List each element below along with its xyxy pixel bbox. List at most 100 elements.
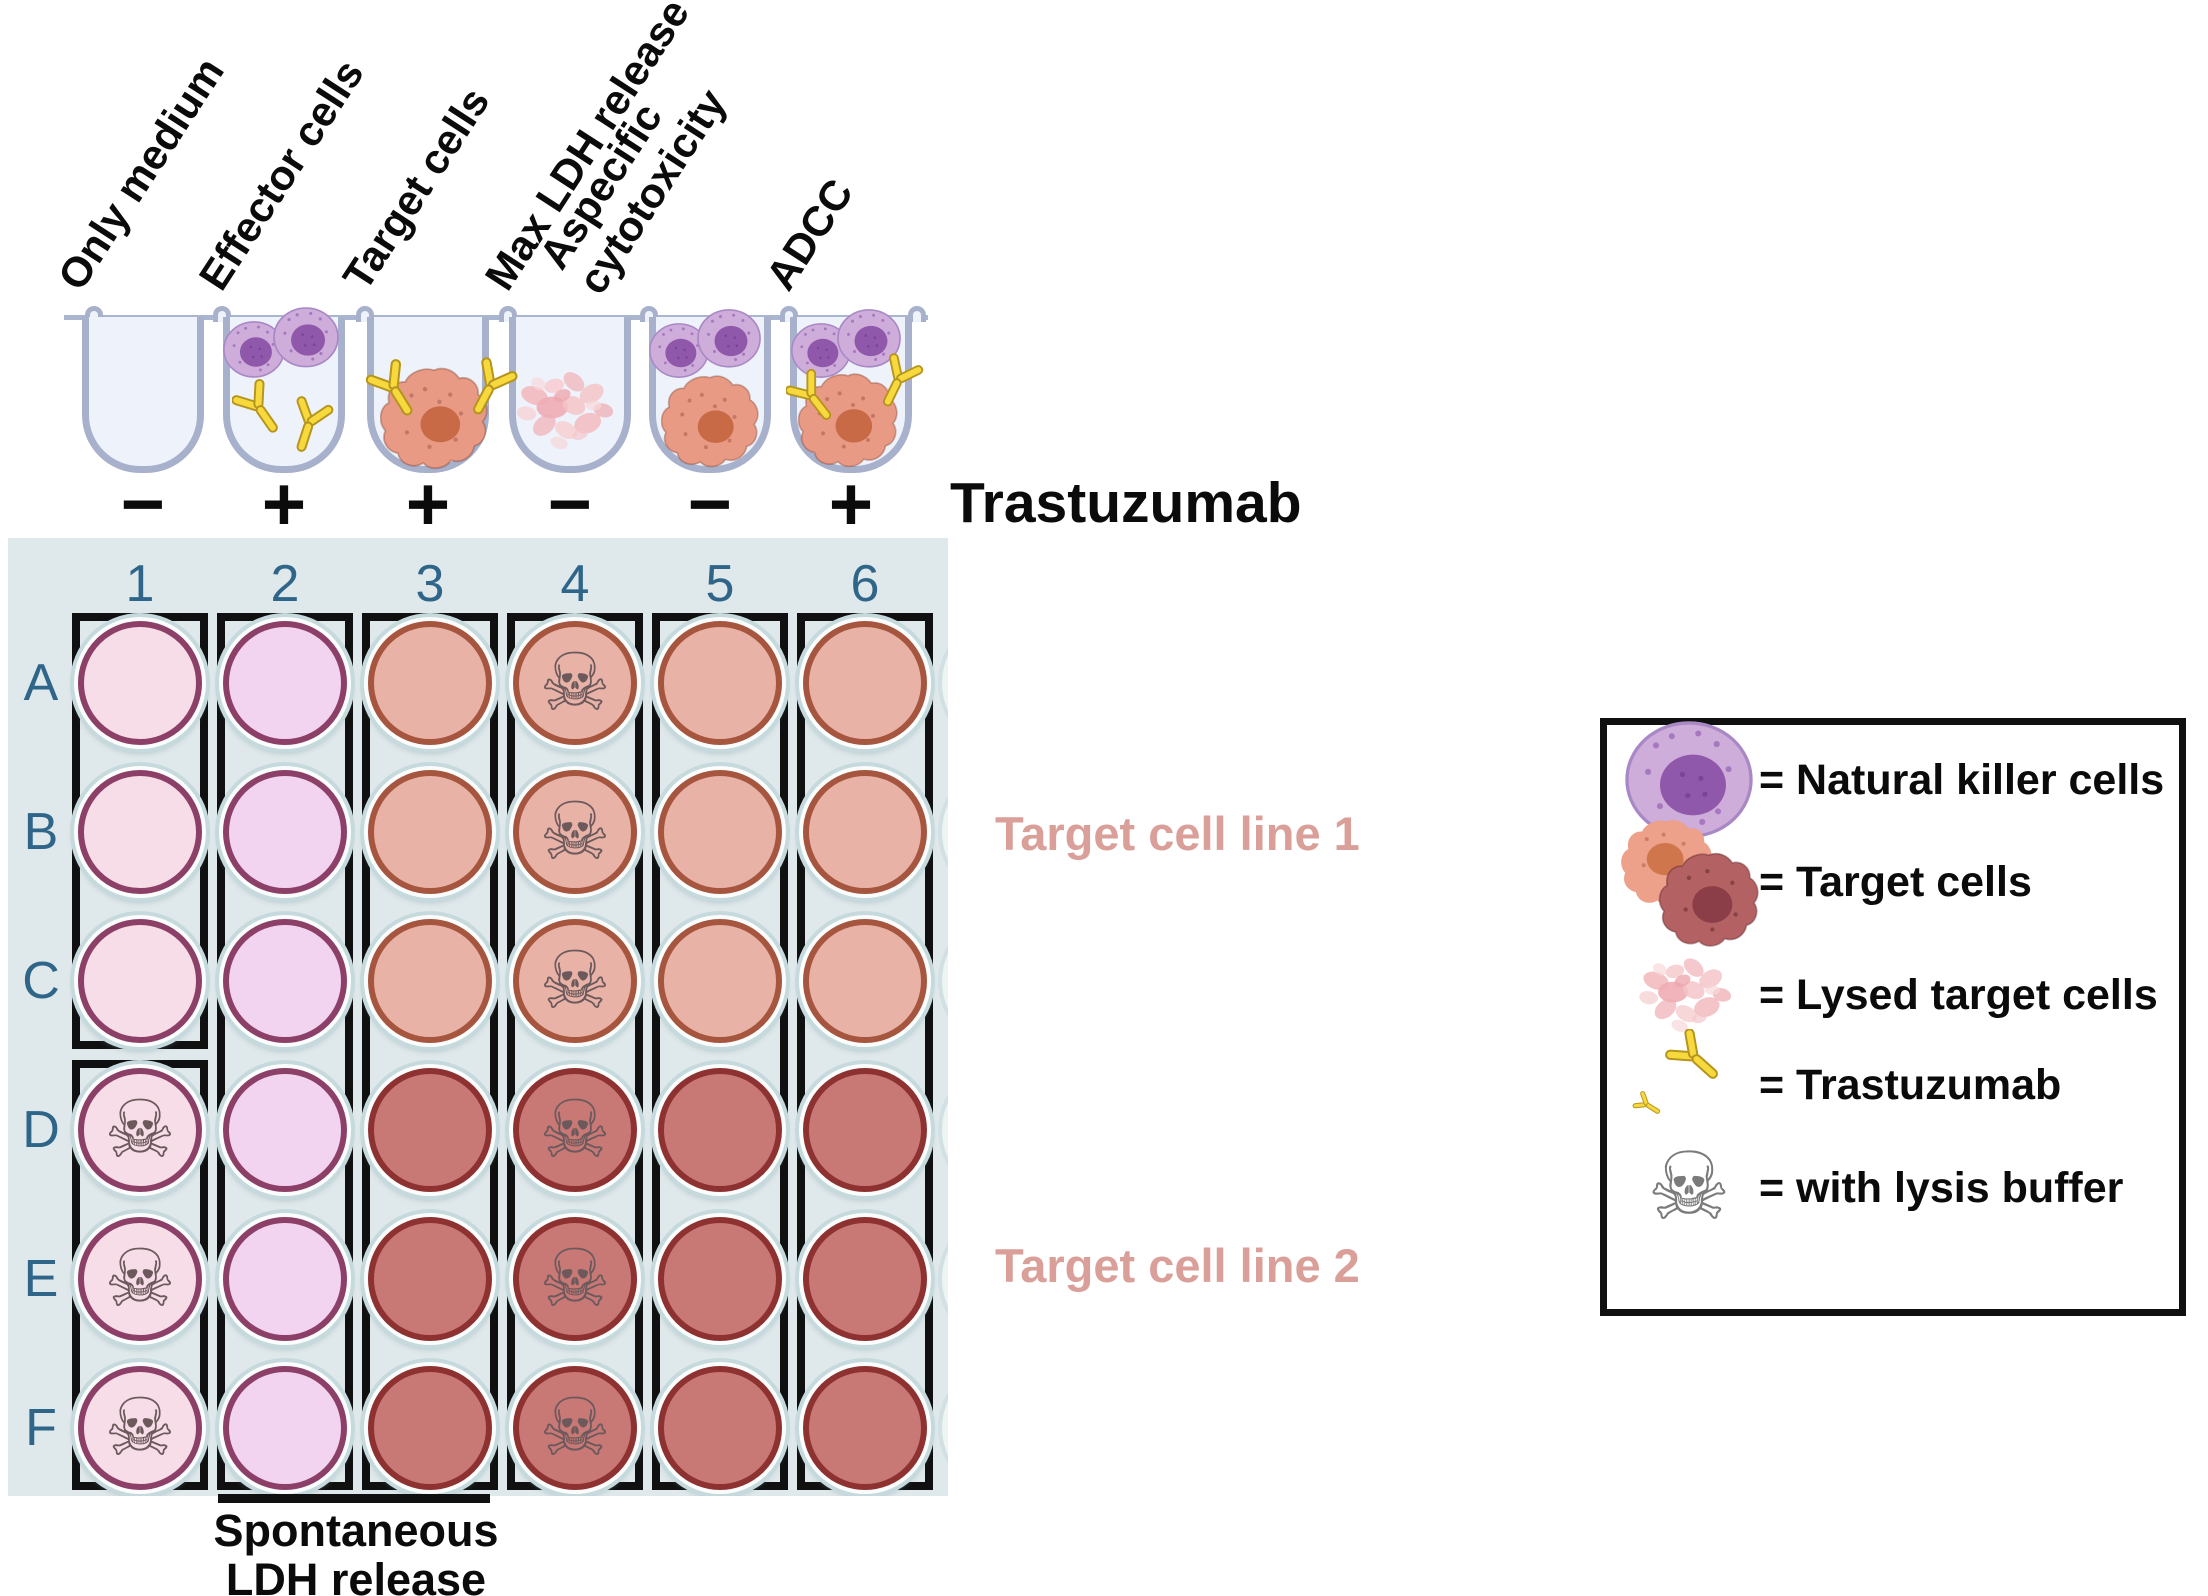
well-fill bbox=[223, 621, 347, 745]
well-fill bbox=[658, 770, 782, 894]
well-B5 bbox=[654, 766, 786, 898]
lysis-buffer-skull-icon: ☠ bbox=[104, 1381, 176, 1474]
well-fill bbox=[368, 1217, 492, 1341]
well-B1 bbox=[74, 766, 206, 898]
well-A4: ☠ bbox=[509, 617, 641, 749]
condition-label-6: ADCC bbox=[756, 170, 863, 298]
lysis-buffer-skull-icon: ☠ bbox=[539, 934, 611, 1027]
trastuzumab-sign-3: + bbox=[405, 462, 451, 547]
legend-icon-cell bbox=[1619, 1029, 1759, 1141]
plate-column-label-5: 5 bbox=[705, 555, 735, 613]
well-D3 bbox=[364, 1064, 496, 1196]
legend-item-2: = Target cells bbox=[1619, 820, 2032, 947]
condition-tube-1 bbox=[82, 317, 204, 473]
well-E5 bbox=[654, 1213, 786, 1345]
well-B6 bbox=[799, 766, 931, 898]
strip-top-line bbox=[64, 315, 928, 320]
well-fill bbox=[513, 1366, 637, 1490]
well-fill bbox=[223, 1217, 347, 1341]
spontaneous-ldh-label: Spontaneous LDH release bbox=[188, 1506, 524, 1596]
well-fill bbox=[513, 621, 637, 745]
lysis-buffer-skull-icon: ☠ bbox=[104, 1083, 176, 1176]
well-F6 bbox=[799, 1362, 931, 1494]
well-fill bbox=[368, 1366, 492, 1490]
legend-icon-cell bbox=[1619, 943, 1759, 1047]
condition-tube-6 bbox=[790, 317, 912, 473]
well-D4: ☠ bbox=[509, 1064, 641, 1196]
legend-item-label: = with lysis buffer bbox=[1759, 1163, 2124, 1212]
well-C1 bbox=[74, 915, 206, 1047]
well-fill bbox=[513, 919, 637, 1043]
well-fill bbox=[803, 770, 927, 894]
well-fill bbox=[78, 621, 202, 745]
condition-label-3: Target cells bbox=[333, 79, 499, 298]
empty-well-rim bbox=[942, 1213, 948, 1345]
well-E2 bbox=[219, 1213, 351, 1345]
legend-icon-cell bbox=[1619, 803, 1759, 961]
well-C4: ☠ bbox=[509, 915, 641, 1047]
tube-wall-cap bbox=[908, 306, 926, 322]
empty-well-rim bbox=[942, 1362, 948, 1494]
empty-well-rim bbox=[942, 915, 948, 1047]
condition-tube-2 bbox=[223, 317, 345, 473]
well-E1: ☠ bbox=[74, 1213, 206, 1345]
well-fill bbox=[803, 919, 927, 1043]
well-C3 bbox=[364, 915, 496, 1047]
well-A1 bbox=[74, 617, 206, 749]
well-F5 bbox=[654, 1362, 786, 1494]
legend-item-label: = Lysed target cells bbox=[1759, 970, 2158, 1019]
well-fill bbox=[223, 1366, 347, 1490]
legend-item-3: = Lysed target cells bbox=[1619, 940, 2158, 1050]
well-C6 bbox=[799, 915, 931, 1047]
well-fill bbox=[513, 1068, 637, 1192]
well-fill bbox=[78, 919, 202, 1043]
trastuzumab-sign-5: − bbox=[687, 462, 733, 547]
well-fill bbox=[368, 621, 492, 745]
well-fill bbox=[803, 1217, 927, 1341]
well-fill bbox=[803, 1068, 927, 1192]
well-fill bbox=[78, 1068, 202, 1192]
well-fill bbox=[368, 919, 492, 1043]
well-B3 bbox=[364, 766, 496, 898]
antibody-icon bbox=[1632, 1029, 1718, 1114]
lysis-buffer-skull-icon: ☠ bbox=[104, 1232, 176, 1325]
well-fill bbox=[803, 1366, 927, 1490]
well-fill bbox=[658, 919, 782, 1043]
well-fill bbox=[658, 621, 782, 745]
well-fill bbox=[368, 1068, 492, 1192]
well-F2 bbox=[219, 1362, 351, 1494]
condition-tube-3 bbox=[367, 317, 489, 473]
plate-column-label-2: 2 bbox=[270, 555, 300, 613]
well-E3 bbox=[364, 1213, 496, 1345]
well-B4: ☠ bbox=[509, 766, 641, 898]
well-fill bbox=[78, 770, 202, 894]
plate-column-label-4: 4 bbox=[560, 555, 590, 613]
well-plate: 1 2 3 4 5 6 A B C D E F ☠ bbox=[8, 538, 948, 1496]
well-A2 bbox=[219, 617, 351, 749]
target-cell-line-2-label: Target cell line 2 bbox=[995, 1239, 1360, 1292]
lysis-buffer-skull-icon: ☠ bbox=[539, 1083, 611, 1176]
well-fill bbox=[803, 621, 927, 745]
well-D2 bbox=[219, 1064, 351, 1196]
well-F1: ☠ bbox=[74, 1362, 206, 1494]
well-B2 bbox=[219, 766, 351, 898]
legend-item-label: = Trastuzumab bbox=[1759, 1060, 2062, 1109]
plate-row-label-E: E bbox=[23, 1250, 59, 1308]
well-fill bbox=[513, 770, 637, 894]
well-E6 bbox=[799, 1213, 931, 1345]
spontaneous-ldh-line2: LDH release bbox=[225, 1554, 487, 1596]
trastuzumab-sign-6: + bbox=[828, 462, 874, 547]
legend-icon-cell: ☠ bbox=[1619, 1141, 1759, 1235]
plate-column-label-3: 3 bbox=[415, 555, 445, 613]
lysis-buffer-skull-icon: ☠ bbox=[539, 1381, 611, 1474]
well-E4: ☠ bbox=[509, 1213, 641, 1345]
well-fill bbox=[658, 1068, 782, 1192]
target-cell-line-1-label: Target cell line 1 bbox=[995, 807, 1360, 860]
legend-item-5: ☠ = with lysis buffer bbox=[1619, 1133, 2124, 1243]
lysed-target-cells-icon bbox=[1639, 958, 1732, 1032]
spontaneous-ldh-bracket bbox=[218, 1494, 490, 1503]
plate-column-label-6: 6 bbox=[850, 555, 880, 613]
well-fill bbox=[368, 770, 492, 894]
well-F4: ☠ bbox=[509, 1362, 641, 1494]
